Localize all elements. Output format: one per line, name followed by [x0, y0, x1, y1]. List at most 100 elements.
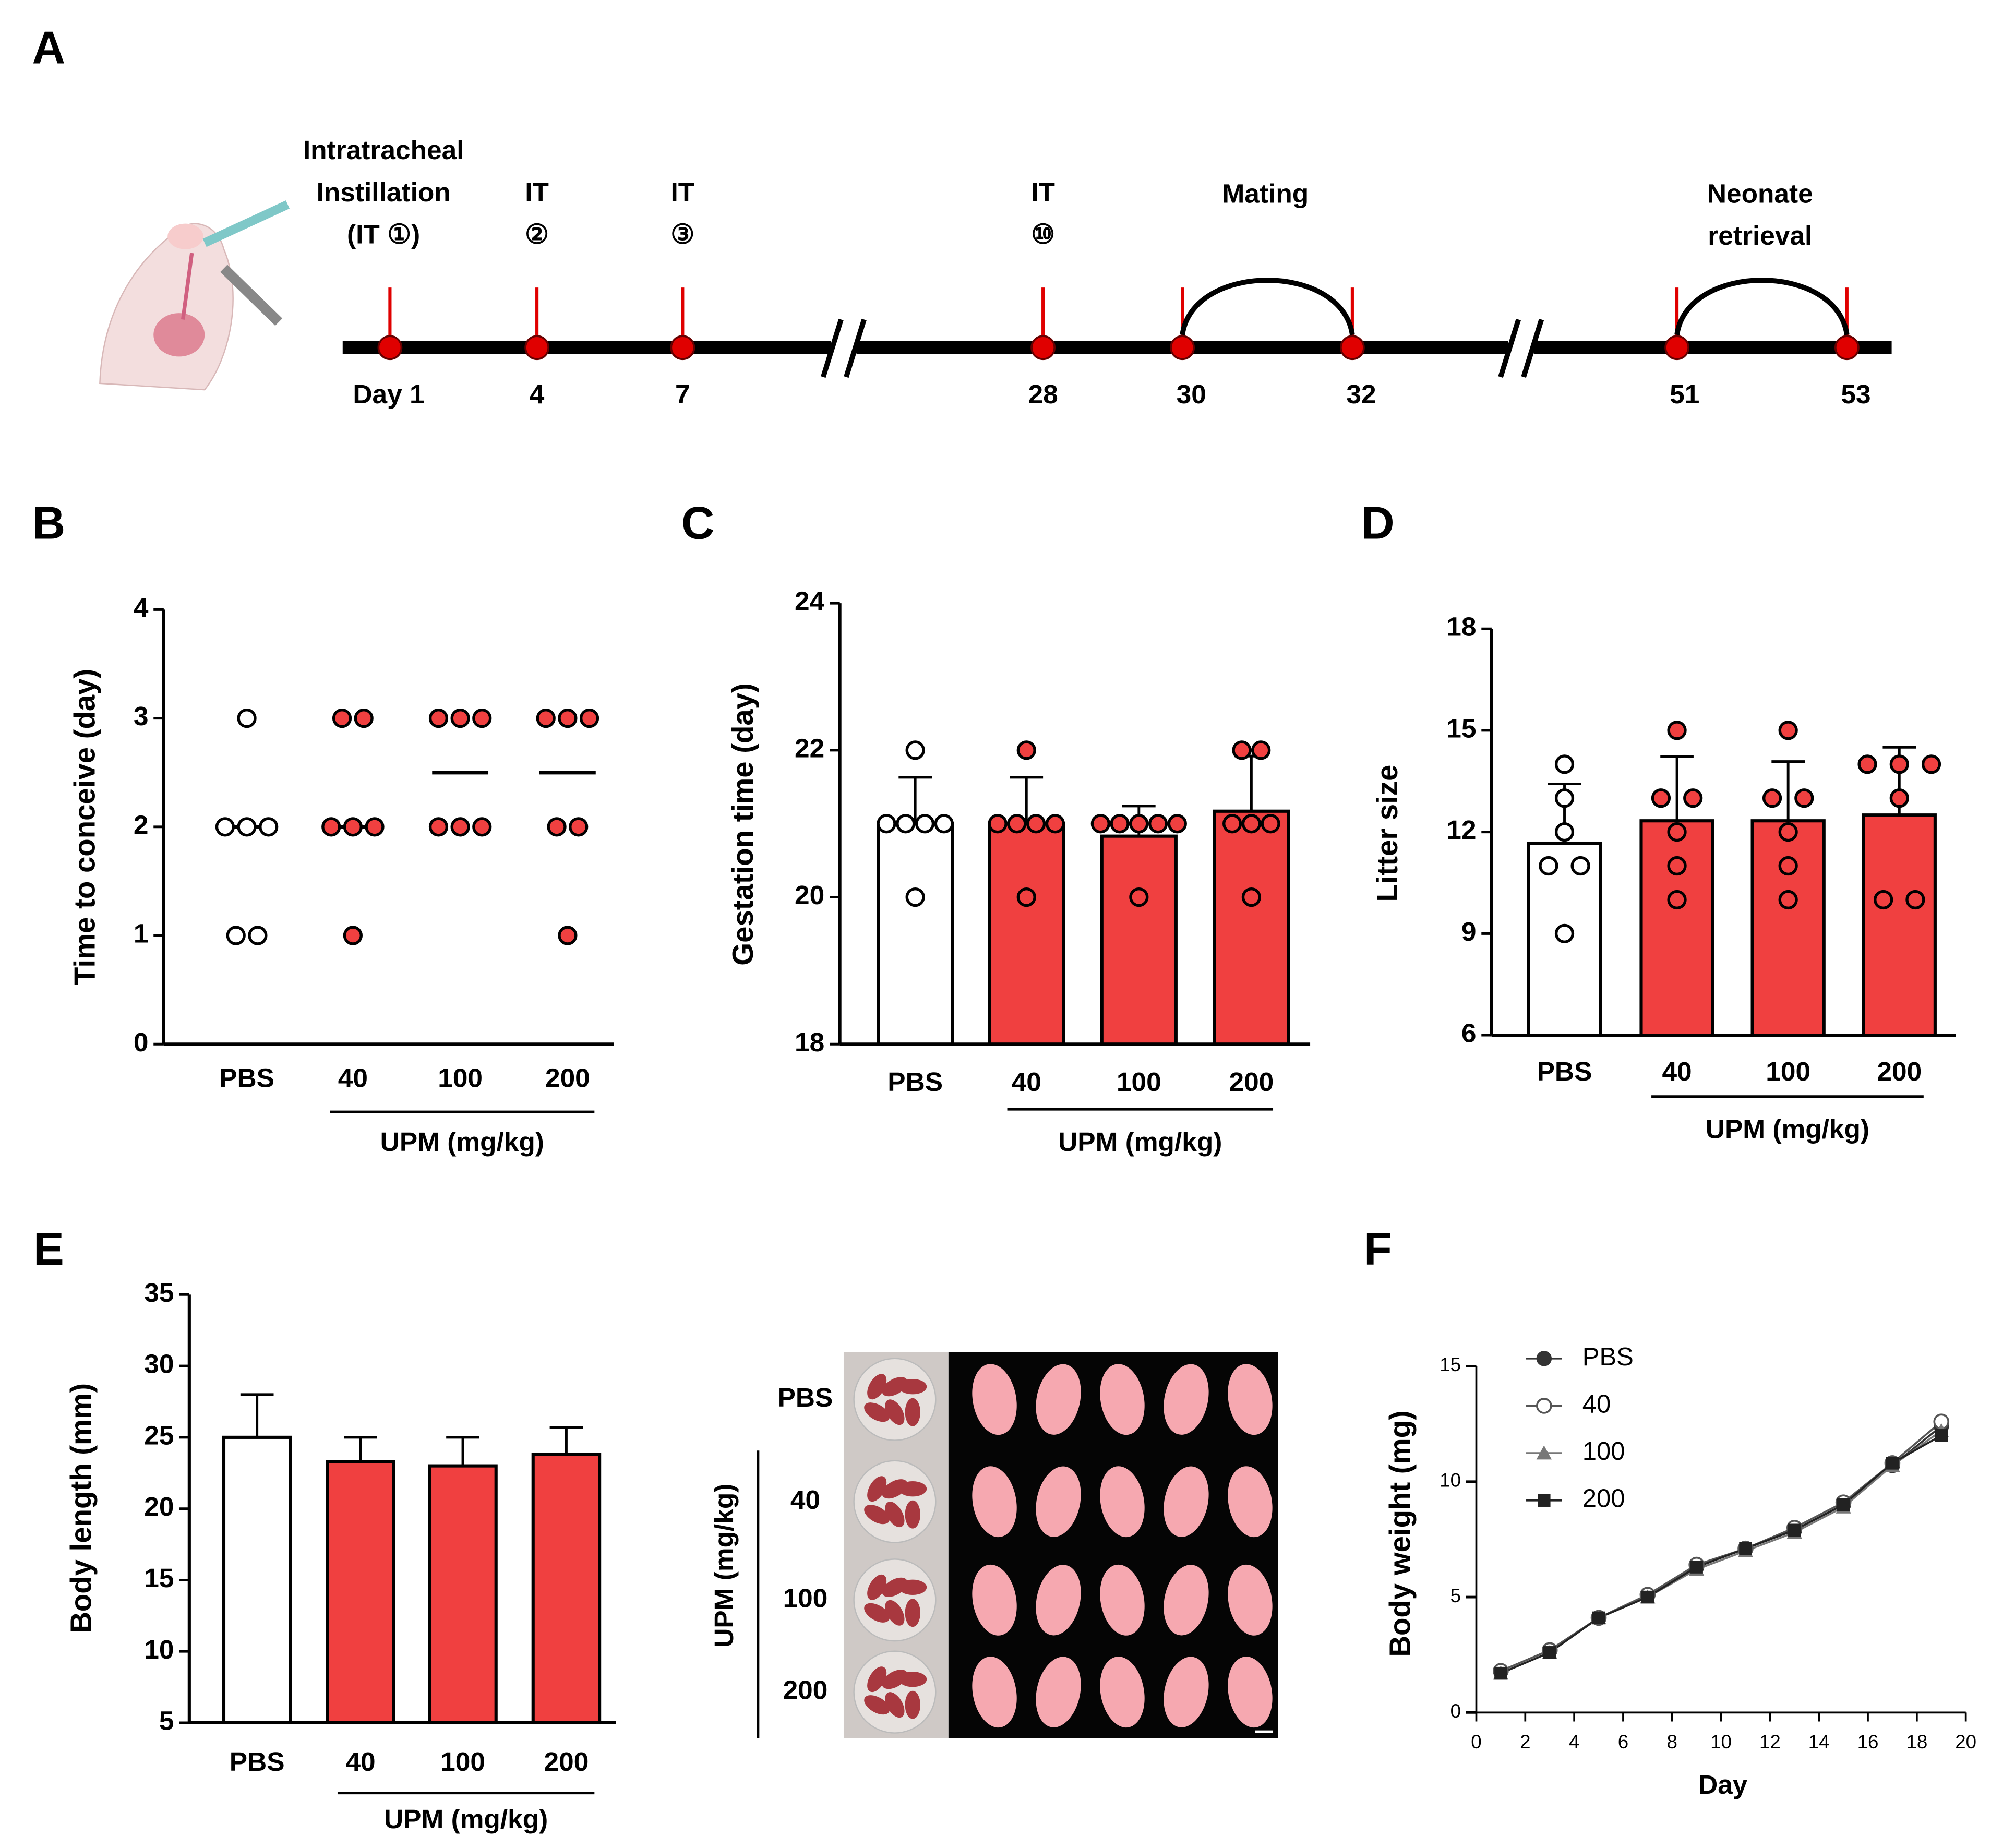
- y-tick-label: 9: [1461, 916, 1477, 946]
- legend-label: PBS: [1582, 1343, 1634, 1371]
- y-tick-label: 5: [1450, 1585, 1461, 1606]
- dish-pup: [898, 1579, 927, 1595]
- data-point: [579, 709, 599, 728]
- event-label: Instillation: [317, 177, 451, 207]
- x-tick-label: 100: [438, 1062, 483, 1093]
- y-tick-label: 5: [159, 1706, 174, 1736]
- dish-pup: [867, 1374, 887, 1400]
- bar: [1639, 819, 1714, 1037]
- data-point: [1778, 856, 1798, 876]
- event-dot: [670, 335, 695, 361]
- data-point: [259, 817, 279, 837]
- x-tick-label: 100: [1117, 1066, 1161, 1097]
- marker: [1592, 1611, 1605, 1625]
- pup: [972, 1657, 1017, 1728]
- x-tick-label: 100: [440, 1746, 485, 1777]
- event-dot: [377, 335, 403, 361]
- marker: [1886, 1457, 1899, 1470]
- panel-letter: F: [1364, 1223, 1392, 1275]
- data-point: [1651, 788, 1671, 808]
- data-point: [365, 817, 385, 837]
- data-point: [343, 817, 363, 837]
- x-tick-label: 14: [1808, 1731, 1830, 1753]
- data-point: [1016, 887, 1036, 907]
- y-tick-label: 24: [795, 586, 825, 616]
- x-axis-label: Day: [1698, 1769, 1748, 1799]
- x-tick-label: 4: [1569, 1731, 1579, 1753]
- data-point: [1874, 890, 1893, 910]
- x-tick-label: 12: [1759, 1731, 1781, 1753]
- data-point: [1570, 856, 1590, 876]
- data-point: [354, 709, 374, 728]
- dish-pup: [905, 1500, 920, 1529]
- bar: [877, 822, 954, 1046]
- bar: [1862, 813, 1937, 1037]
- x-tick-label: 40: [1662, 1056, 1692, 1086]
- x-tick-label: 20: [1955, 1731, 1976, 1753]
- data-point: [1889, 788, 1909, 808]
- dish-pup: [885, 1502, 905, 1528]
- data-point: [1129, 887, 1149, 907]
- y-tick-label: 2: [134, 809, 149, 839]
- dish-pup: [864, 1505, 890, 1525]
- x-tick-label: 2: [1520, 1731, 1530, 1753]
- dish-pup: [864, 1603, 890, 1623]
- y-axis-label: Body length (mm): [64, 1383, 97, 1633]
- event-day: Day 1: [353, 379, 424, 409]
- data-point: [1683, 788, 1703, 808]
- span-arc: [1180, 278, 1355, 335]
- dish-pup: [905, 1398, 920, 1426]
- x-tick-label: 0: [1471, 1731, 1481, 1753]
- event-dot: [1170, 335, 1195, 361]
- dish-pup: [867, 1574, 887, 1600]
- data-point: [1778, 822, 1798, 842]
- data-point: [1554, 788, 1575, 808]
- bar: [1750, 819, 1826, 1037]
- y-axis-label: Body weight (mg): [1383, 1410, 1416, 1657]
- panel-letter: C: [681, 497, 715, 548]
- x-tick-label: 200: [544, 1746, 589, 1777]
- event-label: IT: [525, 177, 549, 207]
- group-label: UPM (mg/kg): [1706, 1113, 1869, 1144]
- pup: [1036, 1466, 1081, 1537]
- y-tick-label: 20: [144, 1491, 174, 1521]
- data-point: [237, 817, 257, 837]
- data-point: [1762, 788, 1782, 808]
- x-tick-label: 40: [1012, 1066, 1041, 1097]
- dish-pup: [885, 1692, 905, 1718]
- pup: [1100, 1564, 1145, 1636]
- panel-letter: D: [1361, 497, 1395, 548]
- event-label: ⑩: [1031, 219, 1055, 249]
- laryngoscope: [220, 265, 283, 326]
- marker: [1690, 1561, 1703, 1574]
- data-point: [1110, 814, 1130, 834]
- axis-break: [844, 318, 867, 378]
- data-point: [1045, 814, 1065, 834]
- x-tick-label: 6: [1618, 1731, 1628, 1753]
- x-tick-label: 200: [1877, 1056, 1922, 1086]
- x-tick-label: 40: [345, 1746, 375, 1777]
- data-point: [472, 817, 492, 837]
- x-tick-label: 100: [1766, 1056, 1810, 1086]
- data-point: [215, 817, 235, 837]
- x-tick-label: 16: [1857, 1731, 1879, 1753]
- y-tick-label: 15: [1440, 1354, 1461, 1375]
- data-point: [988, 814, 1008, 834]
- data-point: [1667, 856, 1687, 876]
- event-day: 30: [1177, 379, 1206, 409]
- dish: [853, 1650, 937, 1734]
- dish-pup: [882, 1377, 908, 1397]
- pup: [1164, 1364, 1209, 1435]
- legend-marker: [1538, 1494, 1551, 1507]
- mouse-head: [167, 223, 203, 249]
- data-point: [1778, 890, 1798, 910]
- axis-break: [821, 318, 844, 378]
- data-point: [934, 814, 954, 834]
- photo-row-label: 100: [783, 1582, 828, 1613]
- dish-pup: [867, 1476, 887, 1502]
- data-point: [558, 709, 578, 728]
- event-label: Intratracheal: [303, 135, 464, 165]
- data-point: [226, 926, 246, 945]
- mouse-lung: [153, 313, 205, 357]
- photo-row-label: 40: [790, 1484, 820, 1515]
